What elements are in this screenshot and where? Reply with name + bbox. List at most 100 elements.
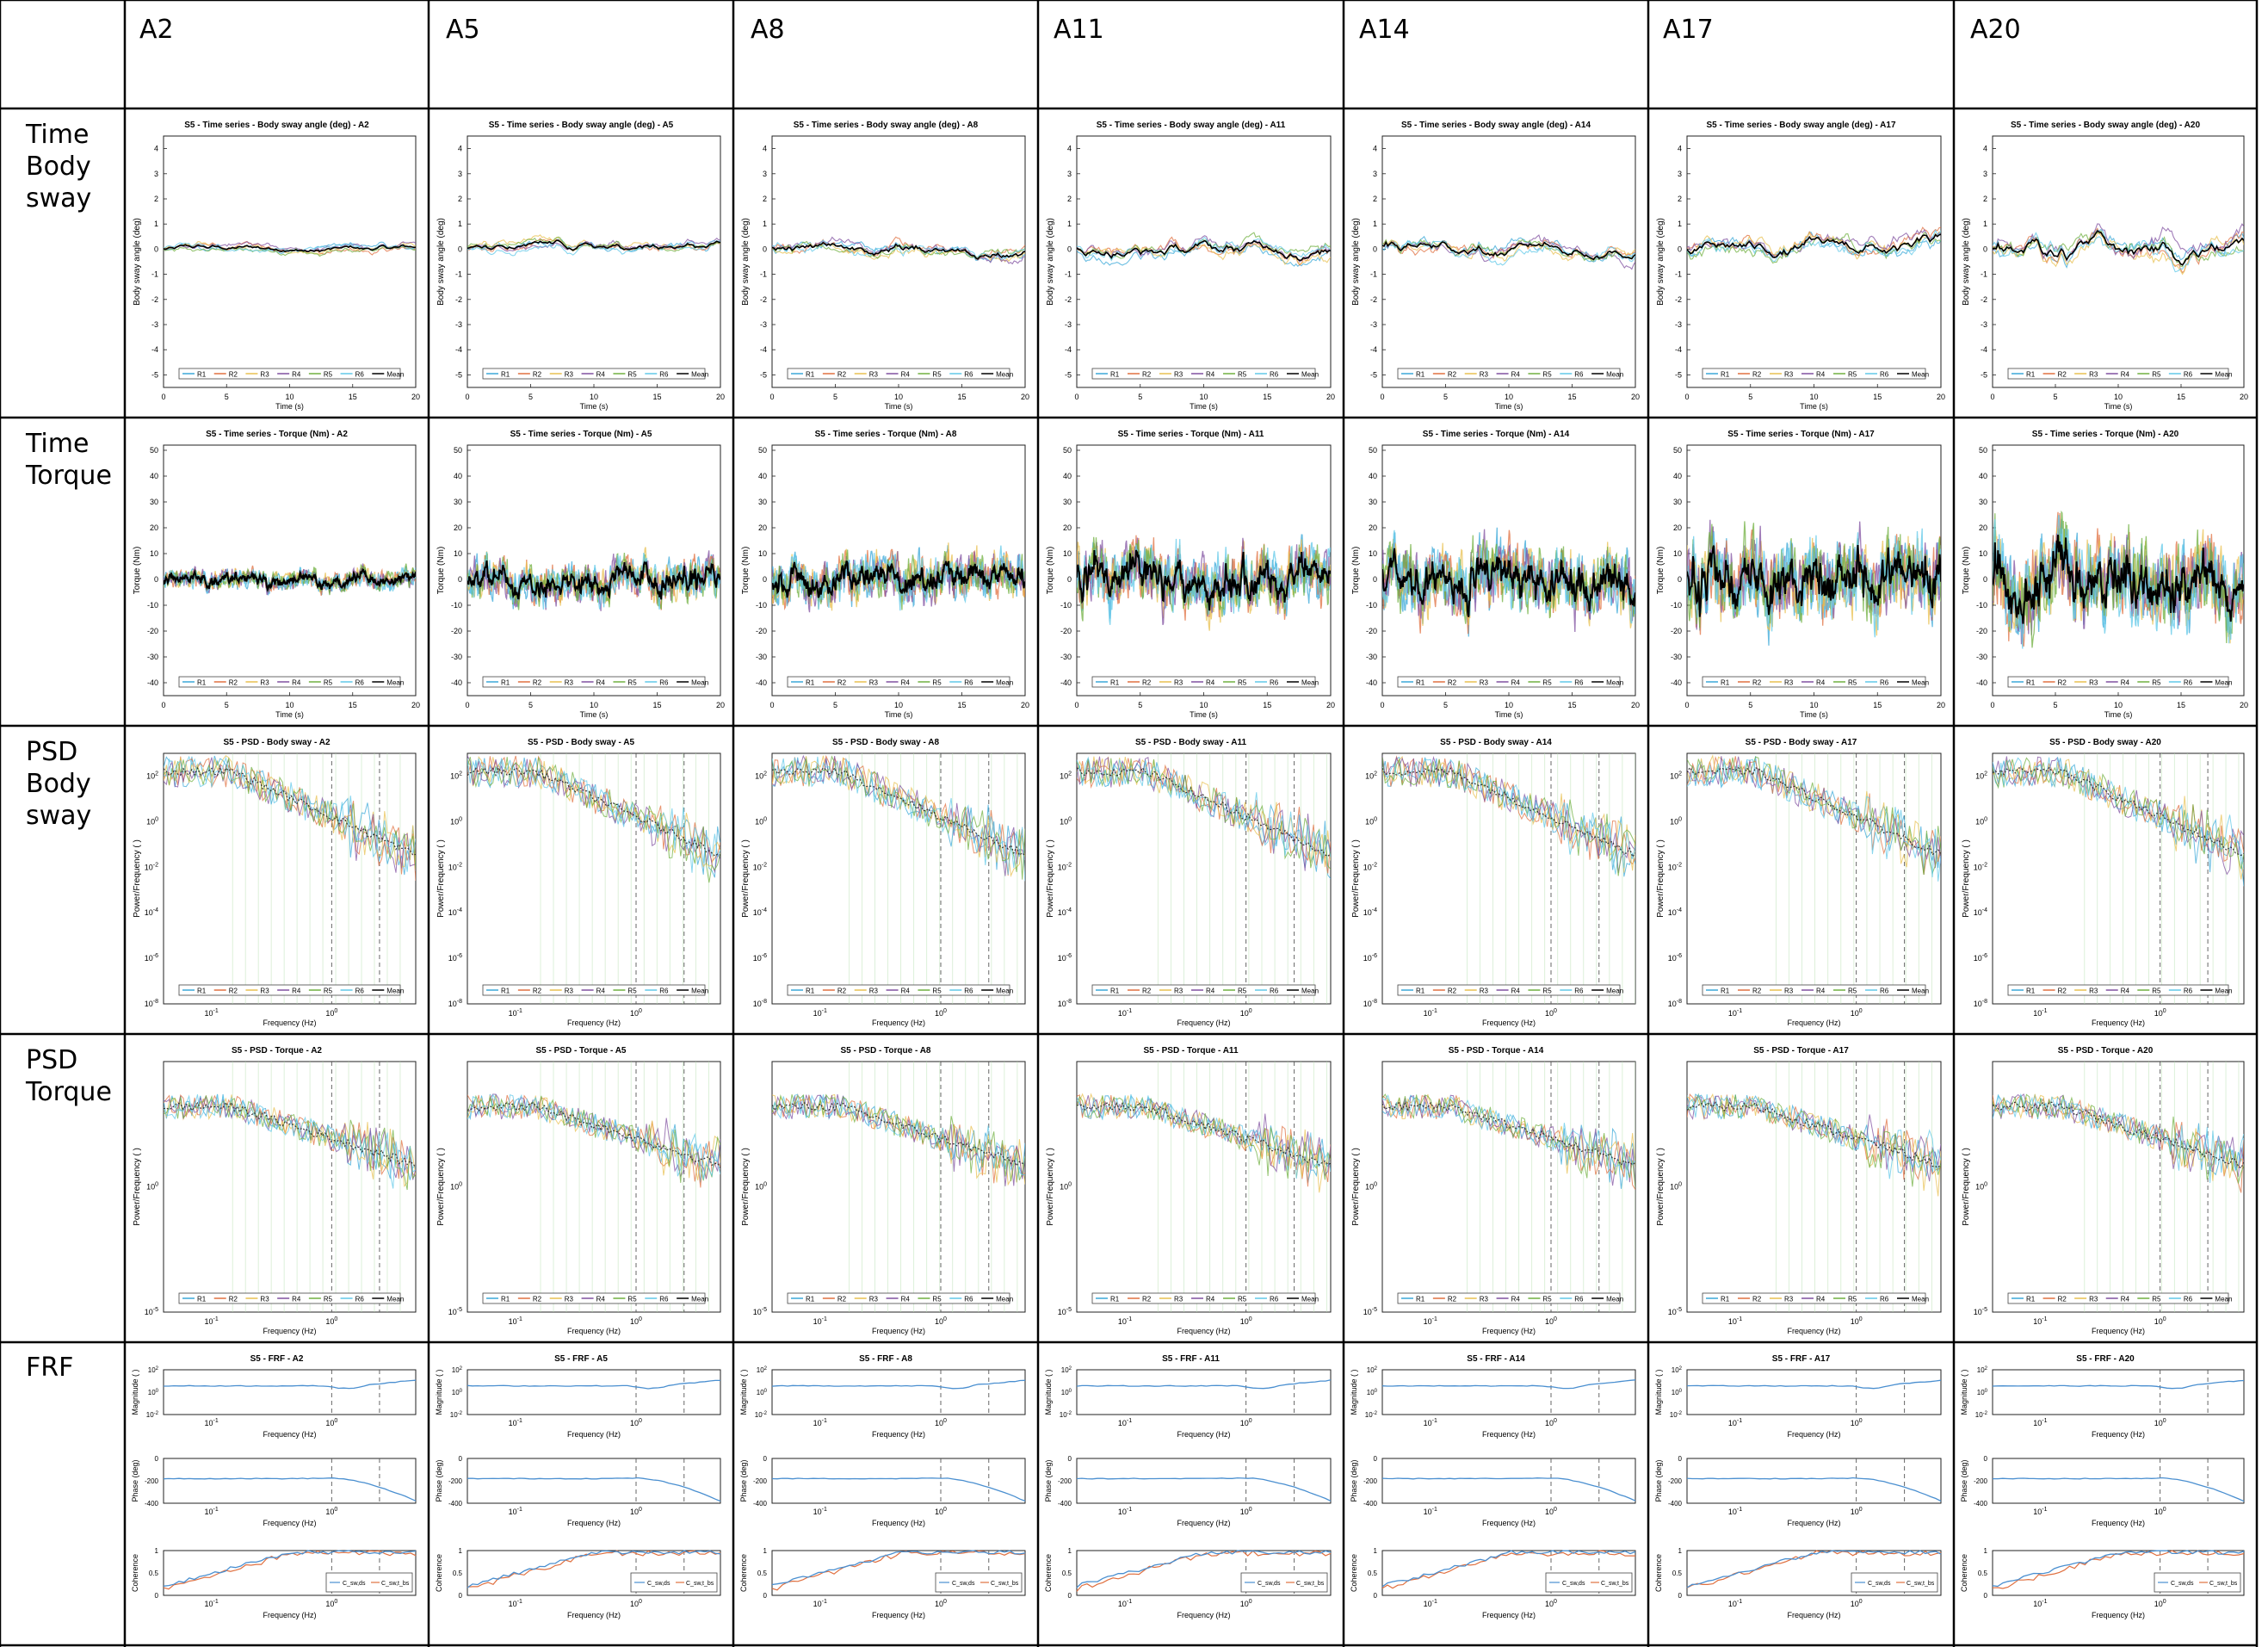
x-axis-label: Frequency (Hz): [567, 1611, 621, 1619]
panel-title: S5 - Time series - Torque (Nm) - A14: [1423, 430, 1570, 439]
x-tick-exponent: 0: [1554, 1507, 1557, 1513]
series-line-mean: [1993, 1101, 2244, 1169]
frf-line: [1992, 1379, 2245, 1390]
y-tick-label: -5: [455, 370, 462, 379]
x-tick-label: 100: [325, 1507, 337, 1516]
legend-label: R6: [1270, 1296, 1279, 1303]
y-tick-label: -200: [145, 1477, 159, 1485]
legend-label: R6: [1270, 679, 1279, 687]
panel-title: S5 - PSD - Body sway - A14: [1440, 738, 1552, 747]
legend-label: R1: [806, 988, 815, 995]
legend-label: R3: [565, 371, 574, 379]
y-tick-label: 10-8: [1058, 999, 1072, 1008]
y-tick-label: 0: [458, 575, 462, 584]
x-tick-exponent: -1: [1127, 1507, 1132, 1513]
series-line-r6: [467, 757, 720, 873]
y-tick-label: 1: [1678, 220, 1682, 228]
x-tick-exponent: 0: [943, 1599, 947, 1605]
series-line-mean: [164, 1101, 416, 1168]
y-tick-label: 100: [1975, 1182, 1987, 1192]
legend-label: R1: [2026, 371, 2036, 379]
y-axis-label: Power/Frequency ( ): [436, 1148, 446, 1226]
x-tick-exponent: 0: [2163, 1316, 2166, 1322]
series-line-r4: [467, 237, 720, 252]
legend-box: [1397, 368, 1621, 380]
x-tick-label: 5: [528, 393, 533, 401]
x-tick-label: 100: [1851, 1008, 1863, 1018]
x-axis-label: Frequency (Hz): [1482, 1611, 1536, 1619]
x-tick-exponent: 0: [334, 1507, 337, 1513]
y-tick-exponent: 2: [155, 771, 158, 777]
x-axis-label: Frequency (Hz): [567, 1019, 621, 1027]
y-tick-label: 100: [1365, 1182, 1377, 1192]
panel-title: S5 - PSD - Body sway - A11: [1135, 738, 1247, 747]
y-tick-label: 50: [1673, 446, 1682, 455]
x-tick-exponent: 0: [639, 1316, 642, 1322]
x-tick-label: 0: [1074, 701, 1078, 709]
frf-line: [1993, 1477, 2245, 1502]
chart-panel-time-torque-a2: S5 - Time series - Torque (Nm) - A2 -40 -3…: [133, 430, 420, 719]
y-tick-label: -200: [1668, 1477, 1683, 1485]
series-line-r5: [1077, 758, 1331, 870]
legend-label: R3: [2089, 371, 2098, 379]
legend-label: R5: [2152, 679, 2161, 687]
y-tick-exponent: 0: [156, 1389, 159, 1394]
y-tick-label: 100: [755, 1182, 767, 1192]
y-tick-exponent: 0: [1069, 1389, 1072, 1394]
legend-label: R6: [964, 988, 973, 995]
series-line-r3: [1993, 1093, 2244, 1181]
series-line-r4: [772, 1093, 1025, 1186]
x-tick-exponent: 0: [334, 1599, 337, 1605]
x-tick-exponent: -1: [517, 1008, 522, 1014]
legend-label: C_sw,t_bs: [686, 1581, 714, 1587]
column-header-a8: A8: [751, 15, 785, 45]
legend-label: R3: [1784, 679, 1794, 687]
x-tick-label: 10-1: [1118, 1316, 1132, 1326]
x-tick-label: 15: [1567, 393, 1576, 401]
column-header-a11: A11: [1054, 15, 1104, 45]
x-tick-exponent: -1: [213, 1507, 218, 1513]
y-axis-label: Torque (Nm): [1656, 547, 1665, 595]
legend-box: [482, 984, 706, 996]
legend-label: Mean: [996, 1296, 1013, 1303]
y-tick-exponent: -8: [153, 999, 158, 1005]
legend-label: R1: [501, 988, 510, 995]
x-tick-label: 0: [1380, 701, 1384, 709]
y-tick-exponent: -4: [1677, 907, 1682, 913]
x-axis-label: Frequency (Hz): [1177, 1019, 1230, 1027]
y-axis-label: Body sway angle (deg): [1962, 218, 1971, 306]
y-tick-label: 10-5: [1058, 1307, 1072, 1316]
y-tick-label: 40: [454, 472, 462, 480]
legend-label: R2: [2058, 371, 2067, 379]
legend-label: R2: [1142, 1296, 1152, 1303]
y-axis-label: Power/Frequency ( ): [1962, 839, 1971, 918]
legend-label: R5: [932, 988, 942, 995]
x-tick-label: 20: [411, 393, 420, 401]
y-axis-label: Body sway angle (deg): [133, 218, 142, 306]
series-line-mean: [772, 241, 1025, 260]
x-tick-label: 10: [1199, 393, 1208, 401]
x-tick-exponent: 0: [334, 1418, 337, 1424]
y-tick-label: 0.5: [1062, 1570, 1072, 1577]
legend-label: R2: [837, 1296, 847, 1303]
y-axis-label: Magnitude ( ): [739, 1369, 748, 1415]
x-tick-label: 20: [1021, 701, 1029, 709]
x-tick-label: 10-1: [204, 1316, 218, 1326]
x-tick-label: 15: [652, 701, 661, 709]
series-group: [1382, 753, 1635, 1004]
y-tick-label: 30: [1063, 498, 1072, 506]
y-tick-label: 0: [1373, 245, 1377, 253]
x-tick-label: 100: [2154, 1599, 2166, 1608]
x-axis-label: Frequency (Hz): [1482, 1019, 1536, 1027]
y-tick-label: 100: [1061, 1389, 1072, 1396]
y-tick-label: 10-4: [448, 907, 462, 917]
y-axis-label: Power/Frequency ( ): [741, 1148, 751, 1226]
y-tick-label: 102: [1672, 1366, 1683, 1374]
x-tick-exponent: -1: [1127, 1599, 1132, 1605]
axes-box: [1992, 1369, 2245, 1415]
legend-label: R2: [1142, 988, 1152, 995]
y-tick-label: 1: [1067, 220, 1072, 228]
legend-label: R6: [964, 679, 973, 687]
x-tick-exponent: -1: [1127, 1418, 1132, 1424]
